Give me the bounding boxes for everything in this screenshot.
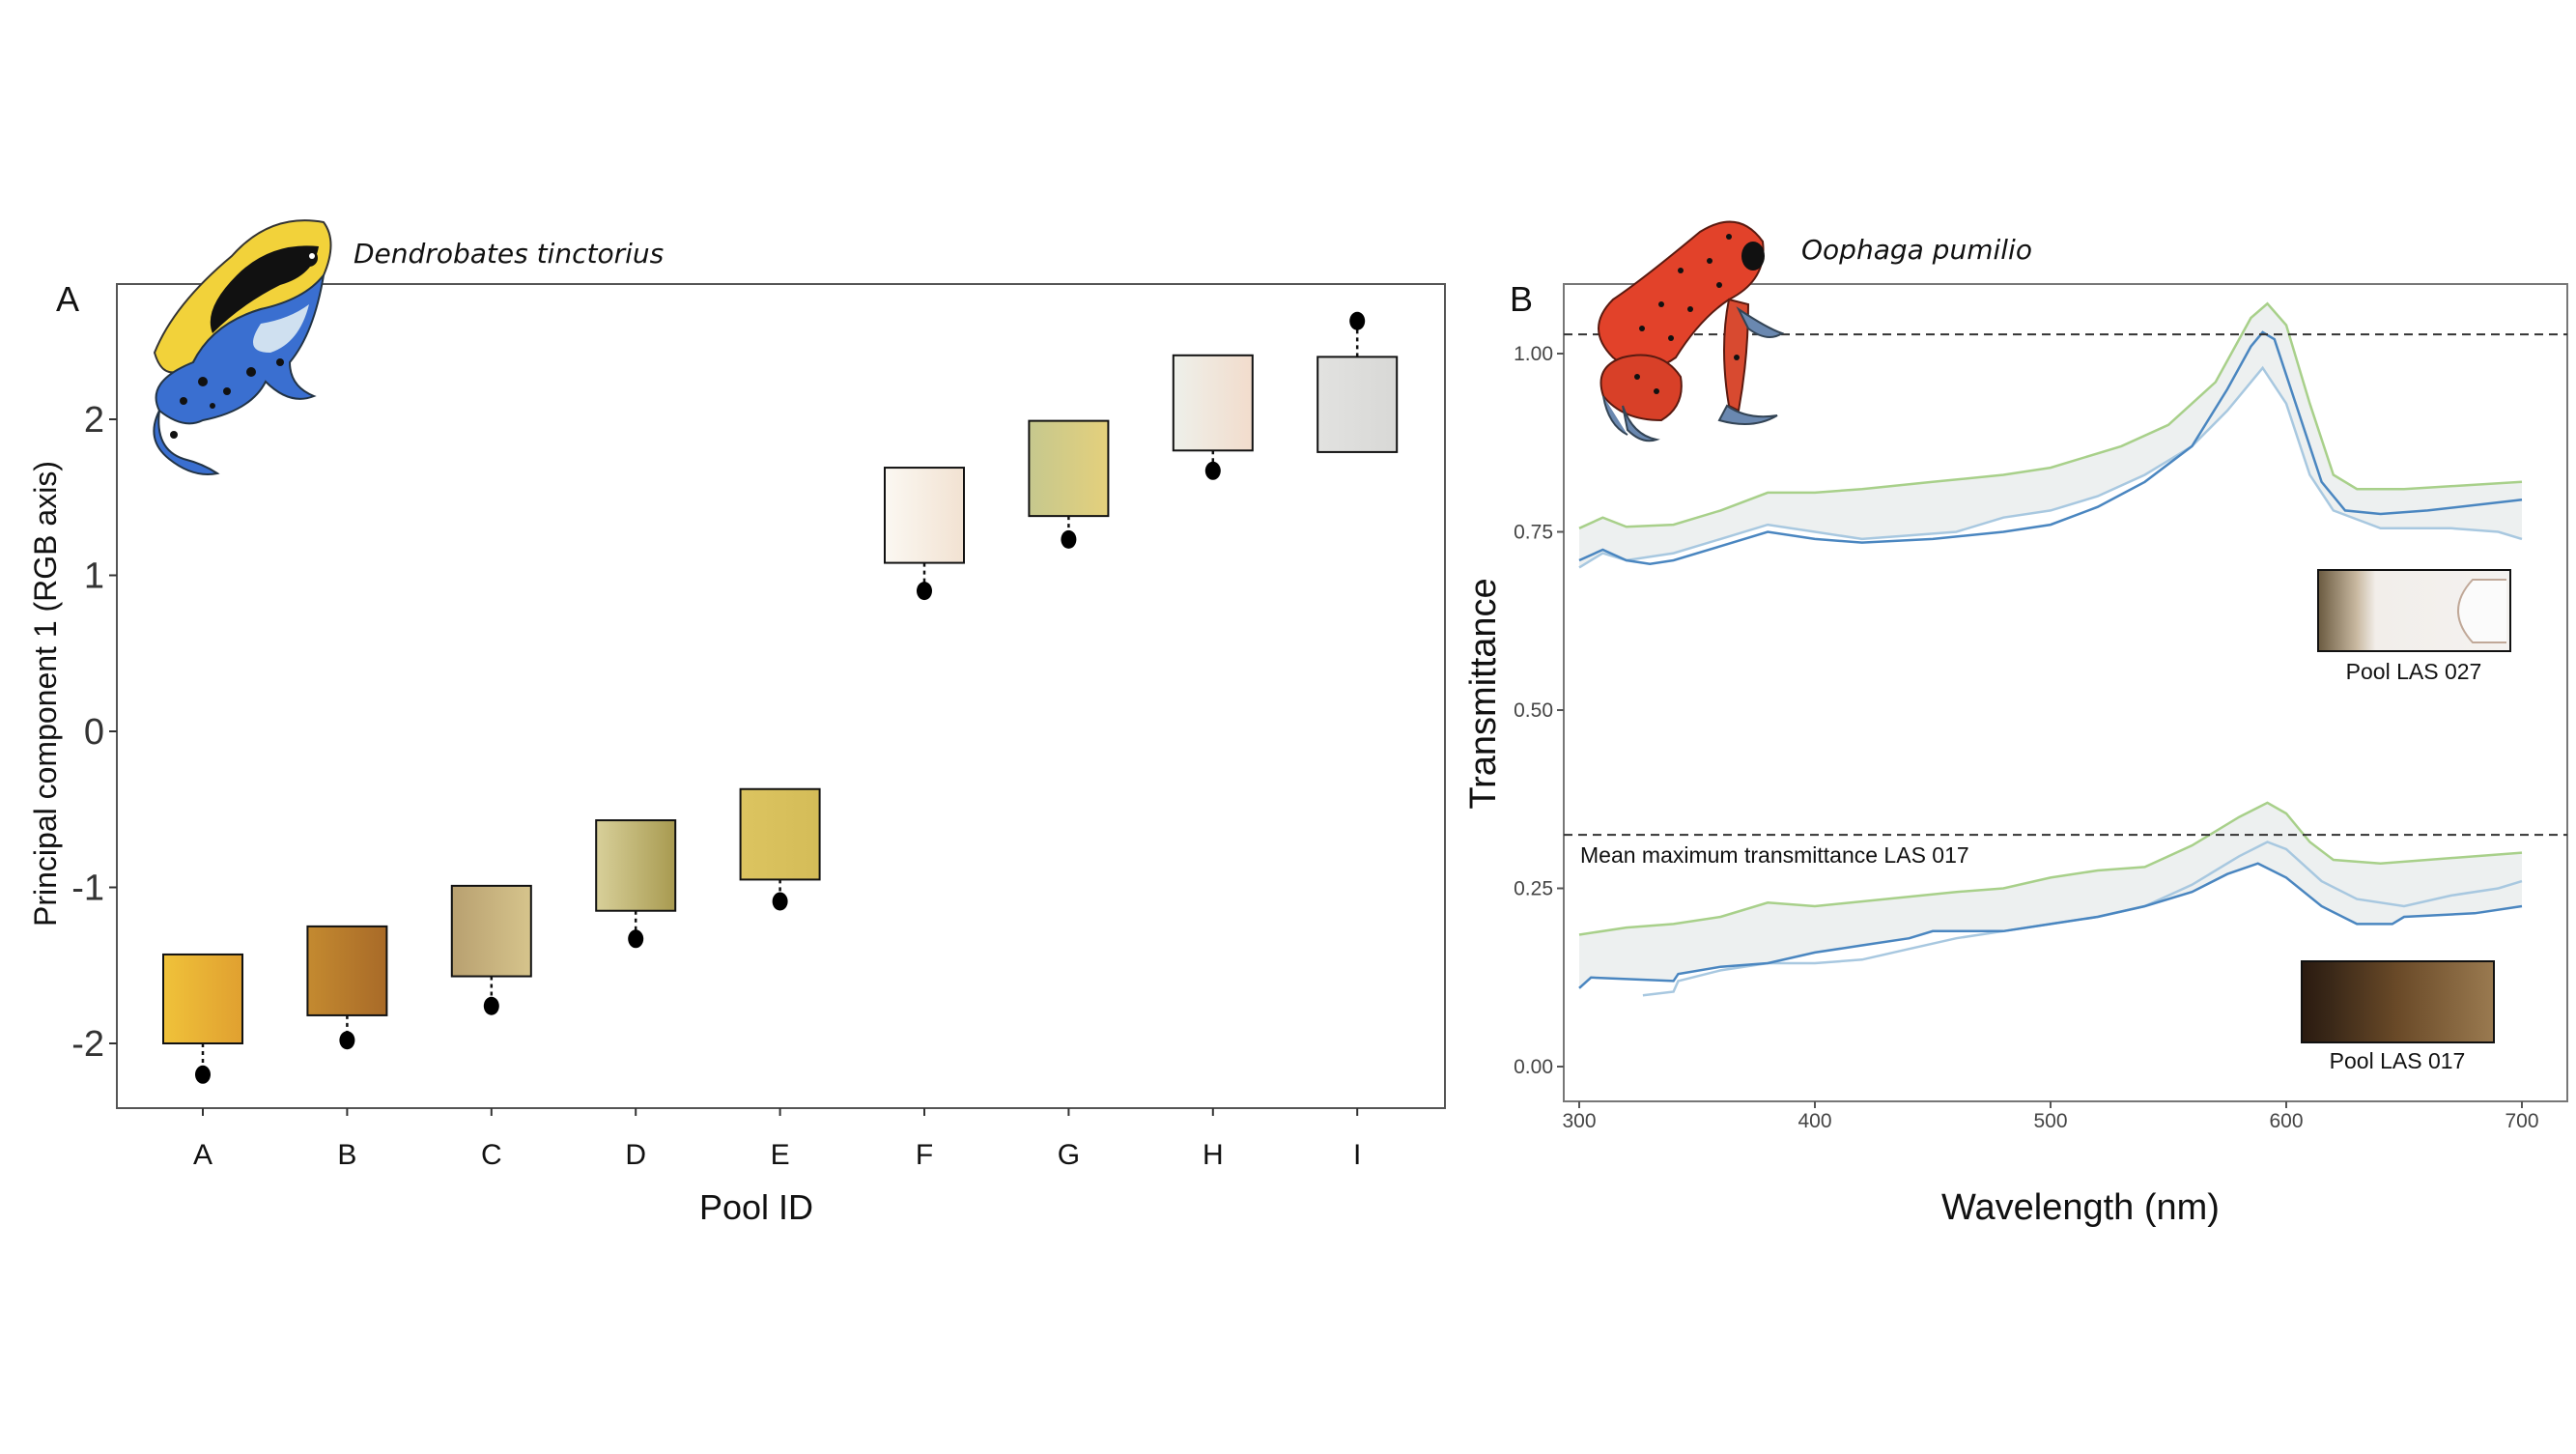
x-tick-label-b: 700 (2505, 1110, 2538, 1132)
frog-dendrobates-icon (153, 219, 332, 475)
x-tick-label-b: 600 (2269, 1110, 2303, 1132)
panel-label-a: A (56, 279, 79, 319)
y-tick-label-b: 0.25 (1514, 878, 1553, 900)
species-label-b: Oophaga pumilio (1801, 234, 2032, 266)
y-tick-label-a: 1 (84, 556, 104, 597)
y-tick-label-a: -1 (71, 869, 104, 909)
data-point-F (917, 582, 932, 601)
data-point-A (195, 1065, 211, 1084)
x-tick-label-a: A (193, 1139, 212, 1171)
y-axis-title-b: Transmittance (1463, 578, 1504, 809)
data-point-C (483, 996, 499, 1015)
data-point-D (628, 929, 644, 949)
y-tick-label-b: 0.50 (1514, 699, 1553, 722)
mean-line-0 (1578, 330, 2523, 565)
y-tick-label-a: 2 (84, 400, 104, 441)
x-tick-label-a: I (1353, 1139, 1361, 1171)
data-point-B (339, 1031, 355, 1050)
inset-label-las-027: Pool LAS 027 (2346, 659, 2482, 684)
pool-swatch-H (1172, 354, 1254, 452)
y-tick-label-a: -2 (71, 1024, 104, 1065)
inset-label-las-017: Pool LAS 017 (2330, 1048, 2466, 1073)
data-point-G (1061, 529, 1077, 549)
mean-line-1 (1578, 862, 2523, 989)
panel-b: 300 400 500 600 700 0.00 0.25 0.50 0.75 1.00 Pool… (1463, 220, 2568, 1228)
inset-pool-las-027: Pool LAS 027 (2317, 569, 2511, 684)
y-tick-label-b: 0.75 (1514, 522, 1553, 544)
y-tick-label-b: 0.00 (1514, 1056, 1553, 1078)
upper-line-0 (1578, 301, 2523, 529)
y-tick-label-b: 1.00 (1514, 343, 1553, 365)
data-point-I (1349, 311, 1366, 330)
x-tick-label-a: G (1058, 1139, 1080, 1171)
x-tick-label-b: 300 (1562, 1110, 1596, 1132)
y-axis-title-a: Principal component 1 (RGB axis) (28, 461, 63, 927)
x-tick-label-a: D (625, 1139, 646, 1171)
species-label-a: Dendrobates tinctorius (354, 238, 664, 270)
confidence-band-0 (1579, 303, 2522, 568)
pool-swatch-B (306, 925, 388, 1016)
data-point-H (1204, 461, 1221, 480)
pool-swatch-I (1316, 356, 1399, 453)
upper-line-1 (1578, 801, 2523, 936)
pool-swatch-A (162, 953, 243, 1045)
x-tick-label-a: F (916, 1139, 933, 1171)
x-tick-label-a: C (481, 1139, 502, 1171)
panel-label-b: B (1510, 279, 1533, 319)
x-axis-title-a: Pool ID (699, 1187, 813, 1227)
y-tick-label-a: 0 (84, 712, 104, 753)
pool-swatch-D (595, 819, 677, 912)
x-tick-label-a: E (771, 1139, 790, 1171)
x-tick-label-b: 400 (1798, 1110, 1831, 1132)
hline-label: Mean maximum transmittance LAS 017 (1580, 842, 1969, 868)
x-axis-title-b: Wavelength (nm) (1941, 1187, 2220, 1228)
pool-swatch-E (739, 787, 821, 881)
x-tick-label-b: 500 (2033, 1110, 2067, 1132)
data-point-E (772, 892, 788, 911)
x-tick-label-a: H (1203, 1139, 1224, 1171)
x-tick-label-a: B (337, 1139, 356, 1171)
pool-swatch-G (1028, 419, 1110, 518)
frog-oophaga-icon (1598, 220, 1785, 442)
pool-swatch-F (884, 467, 965, 564)
pool-swatch-C (450, 884, 532, 978)
inset-pool-las-017: Pool LAS 017 (2301, 960, 2495, 1073)
lower-line-0 (1578, 365, 2523, 569)
